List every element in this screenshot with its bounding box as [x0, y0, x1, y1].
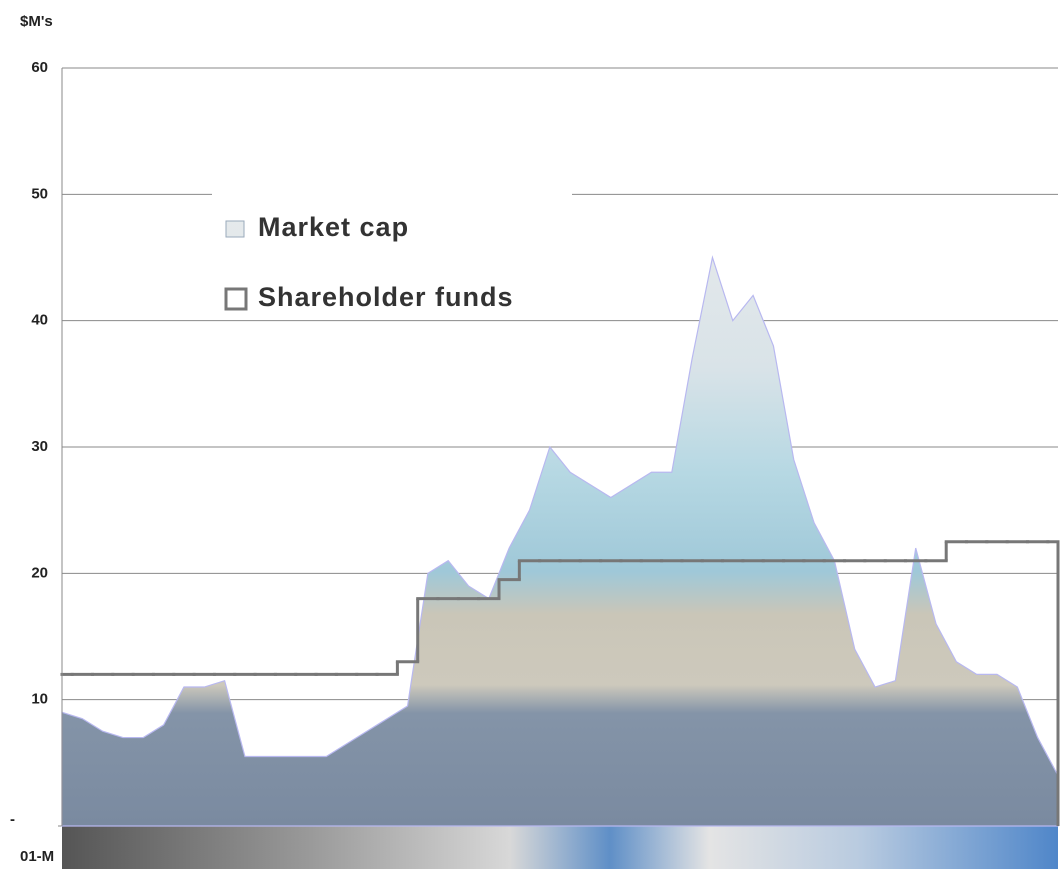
y-axis-label: $M's — [20, 13, 53, 30]
legend-label: Shareholder funds — [258, 282, 514, 312]
legend-label: Market cap — [258, 212, 409, 242]
footer-image — [62, 826, 1058, 869]
y-tick-label: 40 — [31, 312, 48, 329]
y-tick-label: 50 — [31, 185, 48, 202]
chart: $M's - 10 20 30 40 50 60 Market cap Shareholder… — [0, 0, 1063, 869]
y-tick-label: 10 — [31, 691, 48, 708]
legend-swatch — [226, 221, 244, 237]
legend: Market cap Shareholder funds — [212, 185, 572, 320]
y-tick-label: 20 — [31, 564, 48, 581]
y-tick-label: - — [10, 811, 15, 828]
x-tick-label: 01-M — [20, 848, 54, 865]
y-tick-label: 30 — [31, 438, 48, 455]
market-cap-area — [62, 258, 1058, 827]
y-tick-label: 60 — [31, 59, 48, 76]
